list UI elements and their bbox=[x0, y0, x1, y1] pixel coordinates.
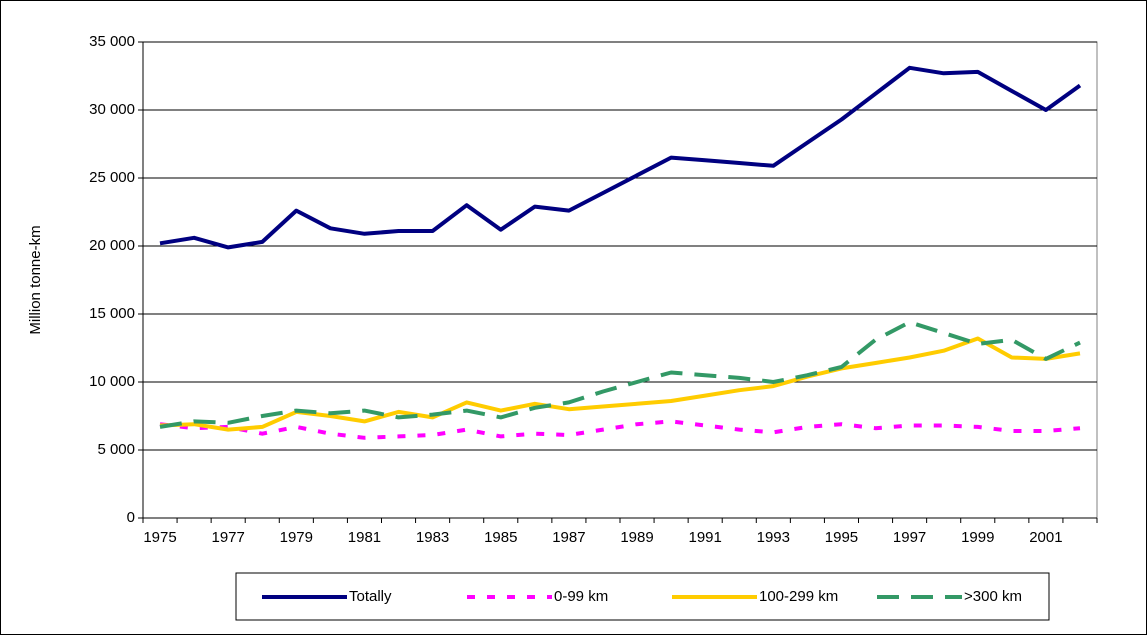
x-tick-label: 2001 bbox=[1029, 529, 1062, 546]
x-tick-label: 1997 bbox=[893, 529, 926, 546]
x-tick-label: 1983 bbox=[416, 529, 449, 546]
x-tick-label: 1999 bbox=[961, 529, 994, 546]
x-tick-label: 1977 bbox=[211, 529, 244, 546]
legend-label: >300 km bbox=[964, 588, 1022, 605]
y-tick-label: 15 000 bbox=[89, 305, 135, 322]
y-tick-label: 25 000 bbox=[89, 169, 135, 186]
x-tick-label: 1989 bbox=[620, 529, 653, 546]
x-tick-label: 1995 bbox=[825, 529, 858, 546]
series-line bbox=[159, 419, 1081, 440]
legend-label: 0-99 km bbox=[554, 588, 608, 605]
series-line bbox=[159, 65, 1082, 250]
legend-label: Totally bbox=[349, 588, 392, 605]
x-tick-label: 1985 bbox=[484, 529, 517, 546]
y-tick-label: 35 000 bbox=[89, 33, 135, 50]
series-line bbox=[159, 320, 1081, 429]
x-tick-label: 1993 bbox=[757, 529, 790, 546]
y-tick-label: 20 000 bbox=[89, 237, 135, 254]
x-tick-label: 1975 bbox=[143, 529, 176, 546]
x-tick-label: 1981 bbox=[348, 529, 381, 546]
y-axis-label: Million tonne-km bbox=[27, 225, 44, 334]
plot-area bbox=[142, 41, 1098, 519]
x-tick-label: 1991 bbox=[688, 529, 721, 546]
x-tick-label: 1979 bbox=[280, 529, 313, 546]
y-tick-label: 30 000 bbox=[89, 101, 135, 118]
legend-label: 100-299 km bbox=[759, 588, 838, 605]
y-tick-label: 10 000 bbox=[89, 373, 135, 390]
x-tick-label: 1987 bbox=[552, 529, 585, 546]
y-tick-label: 5 000 bbox=[97, 441, 135, 458]
y-tick-label: 0 bbox=[127, 509, 135, 526]
